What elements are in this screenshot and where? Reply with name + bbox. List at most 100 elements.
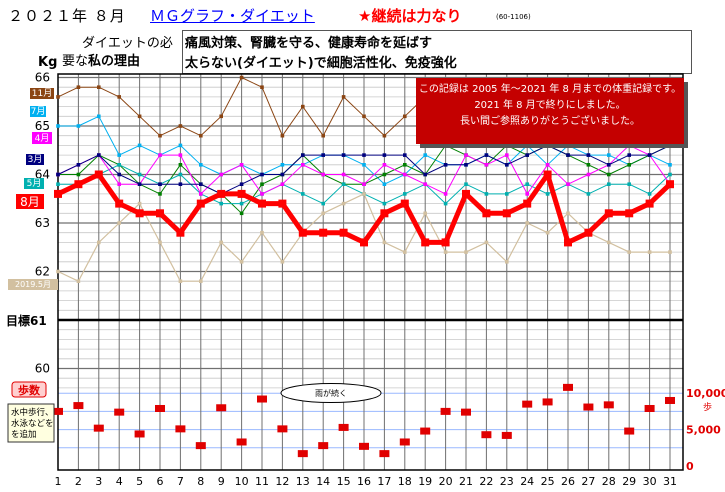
data-point-2019.5月-11 [260, 231, 264, 235]
data-point-3月-5 [138, 182, 142, 186]
data-point-8月-25 [544, 171, 552, 179]
data-point-2019.5月-8 [199, 279, 203, 283]
data-point-4月-9 [219, 173, 223, 177]
data-point-7月-4 [117, 153, 121, 157]
x-tick-21: 21 [459, 475, 473, 488]
data-point-8月-20 [442, 238, 450, 246]
y-tick-63: 63 [35, 216, 50, 230]
data-point-11月-6 [158, 134, 162, 138]
data-point-7月-26 [566, 144, 570, 148]
data-point-11月-2 [77, 85, 81, 89]
data-point-5月-29 [627, 182, 631, 186]
data-point-2019.5月-29 [627, 250, 631, 254]
steps-marker-29 [624, 428, 634, 435]
data-point-6月-2 [77, 173, 81, 177]
label-may2019: 2019.5月 [15, 280, 51, 289]
data-point-4月-10 [240, 163, 244, 167]
x-tick-8: 8 [197, 475, 204, 488]
steps-marker-10 [237, 438, 247, 445]
steps-marker-2 [73, 402, 83, 409]
data-point-5月-27 [587, 192, 591, 196]
notice-line-2: 2021 年 8 月で終りにしました。 [416, 98, 684, 114]
data-point-2019.5月-26 [566, 212, 570, 216]
data-point-8月-6 [156, 209, 164, 217]
data-point-7月-2 [77, 124, 81, 128]
data-point-3月-19 [423, 173, 427, 177]
data-point-5月-10 [240, 202, 244, 206]
data-point-5月-28 [607, 182, 611, 186]
data-point-3月-13 [301, 153, 305, 157]
data-point-2019.5月-6 [158, 241, 162, 245]
steps-marker-3 [94, 425, 104, 432]
data-point-3月-10 [240, 182, 244, 186]
data-point-5月-21 [464, 182, 468, 186]
steps-marker-15 [339, 424, 349, 431]
data-point-3月-24 [525, 153, 529, 157]
data-point-11月-17 [383, 134, 387, 138]
x-tick-9: 9 [218, 475, 225, 488]
data-point-8月-14 [319, 229, 327, 237]
data-point-3月-28 [607, 163, 611, 167]
data-point-3月-8 [199, 182, 203, 186]
data-point-5月-25 [546, 192, 550, 196]
data-point-4月-22 [485, 163, 489, 167]
data-point-7月-28 [607, 153, 611, 157]
data-point-2019.5月-23 [505, 260, 509, 264]
x-tick-11: 11 [255, 475, 269, 488]
data-point-8月-21 [462, 190, 470, 198]
data-point-5月-13 [301, 192, 305, 196]
steps-marker-26 [563, 384, 573, 391]
data-point-3月-17 [383, 153, 387, 157]
data-point-8月-11 [258, 200, 266, 208]
data-point-6月-28 [607, 173, 611, 177]
x-tick-16: 16 [357, 475, 371, 488]
x-tick-14: 14 [316, 475, 330, 488]
steps-marker-30 [645, 405, 655, 412]
data-point-4月-21 [464, 153, 468, 157]
data-point-2019.5月-12 [281, 260, 285, 264]
x-tick-24: 24 [520, 475, 534, 488]
steps-tick-5000: 5,000 [686, 424, 721, 437]
data-point-8月-4 [115, 200, 123, 208]
data-point-4月-18 [403, 173, 407, 177]
y-tick-60: 60 [35, 362, 50, 376]
data-point-2019.5月-20 [444, 250, 448, 254]
data-point-3月-20 [444, 163, 448, 167]
data-point-7月-17 [383, 182, 387, 186]
data-point-8月-5 [136, 209, 144, 217]
data-point-8月-24 [523, 200, 531, 208]
x-tick-15: 15 [337, 475, 351, 488]
data-point-8月-10 [238, 190, 246, 198]
exercise-note-line-3: を追加 [11, 429, 37, 440]
label-mar: 3月 [28, 154, 43, 165]
data-point-3月-16 [362, 153, 366, 157]
data-point-3月-11 [260, 173, 264, 177]
data-point-8月-8 [197, 200, 205, 208]
steps-tick-10000: 10,000 [686, 387, 725, 400]
data-point-4月-20 [444, 192, 448, 196]
x-tick-26: 26 [561, 475, 575, 488]
data-point-6月-11 [260, 182, 264, 186]
data-point-2019.5月-28 [607, 241, 611, 245]
x-tick-27: 27 [581, 475, 595, 488]
steps-unit: 歩 [703, 401, 712, 413]
steps-marker-17 [379, 450, 389, 457]
data-point-11月-3 [97, 85, 101, 89]
data-point-6月-7 [179, 163, 183, 167]
data-point-4月-23 [505, 153, 509, 157]
steps-marker-27 [583, 404, 593, 411]
data-point-11月-5 [138, 115, 142, 119]
data-point-7月-12 [281, 163, 285, 167]
data-point-7月-31 [668, 163, 672, 167]
data-point-4月-15 [342, 173, 346, 177]
data-point-6月-29 [627, 163, 631, 167]
data-point-3月-30 [648, 153, 652, 157]
data-point-8月-9 [217, 190, 225, 198]
steps-marker-4 [114, 409, 124, 416]
data-point-4月-26 [566, 182, 570, 186]
steps-marker-24 [522, 401, 532, 408]
data-point-3月-18 [403, 153, 407, 157]
steps-marker-12 [277, 425, 287, 432]
data-point-7月-8 [199, 163, 203, 167]
data-point-4月-7 [179, 153, 183, 157]
